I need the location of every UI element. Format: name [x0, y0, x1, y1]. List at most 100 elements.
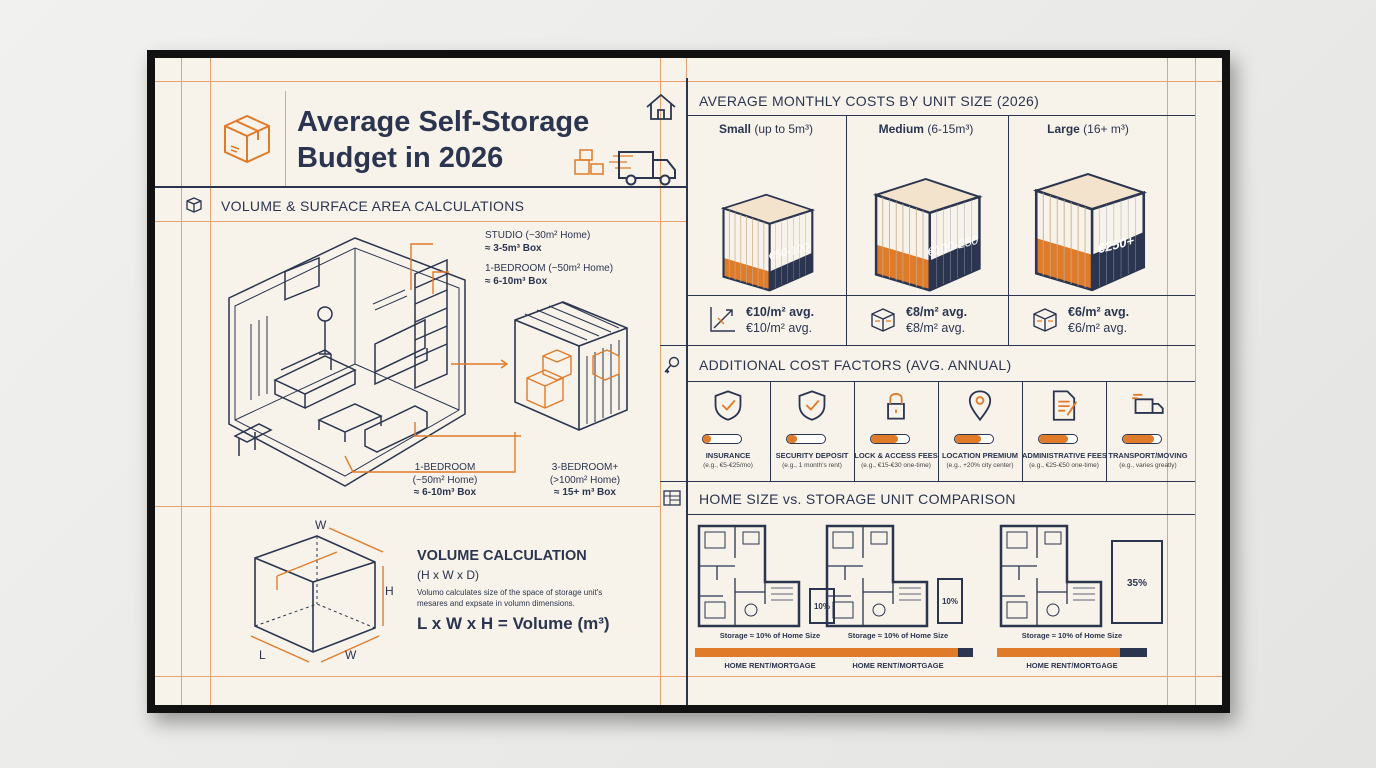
- picture-frame: Average Self-Storage Budget in 2026 VOLU…: [147, 50, 1230, 713]
- guide-line: [181, 58, 182, 705]
- key-icon: [664, 356, 680, 374]
- storage-ratio-caption: Storage ≈ 10% of Home Size: [847, 631, 949, 640]
- comparison-heading: HOME SIZE vs. STORAGE UNIT COMPARISON: [699, 491, 1016, 507]
- page-title-line1: Average Self-Storage: [297, 106, 590, 138]
- unit-size-range: (16+ m³): [1083, 122, 1129, 136]
- unit-size-range: (6-15m³): [927, 122, 974, 136]
- one-bedroom-top-box: ≈ 6-10m³ Box: [485, 276, 548, 287]
- one-bedroom-bottom-box: ≈ 6-10m³ Box: [413, 487, 477, 498]
- three-bedroom-home: (>100m² Home): [549, 475, 621, 486]
- one-bedroom-bottom-title: 1-BEDROOM: [414, 462, 476, 473]
- price-trend-icon: [710, 307, 735, 332]
- shield-check-icon: [798, 390, 826, 421]
- ratio-bar-label: HOME RENT/MORTGAGE: [852, 661, 944, 670]
- factor-level-fill: [1039, 435, 1068, 443]
- ratio-bar-label: HOME RENT/MORTGAGE: [724, 661, 816, 670]
- location-pin-icon: [968, 390, 992, 422]
- isometric-room-illustration: [228, 237, 628, 487]
- home-cost-ratio-fill: [997, 648, 1120, 657]
- factor-divider: [854, 381, 855, 481]
- storage-ratio-caption: Storage ≈ 10% of Home Size: [719, 631, 821, 640]
- moving-truck-icon: [1132, 393, 1164, 414]
- unit-size-name: Medium: [878, 122, 924, 136]
- home-floorplan: [825, 524, 929, 628]
- unit-size-title: Medium (6-15m³): [846, 122, 1006, 136]
- factor-level-fill: [703, 435, 712, 443]
- avg-price-per-m2: €6/m² avg.: [1068, 305, 1130, 319]
- storage-unit-cube: [1032, 172, 1148, 292]
- volume-calc-desc-line1: Volumo calculates size of the space of s…: [417, 588, 603, 597]
- shield-icon: [714, 390, 742, 421]
- factor-note: (e.g., €5-€25/mo): [703, 462, 753, 469]
- width-label-top: W: [315, 518, 327, 532]
- box-dimensions-diagram: [250, 527, 384, 663]
- ratio-bar-label: HOME RENT/MORTGAGE: [1026, 661, 1118, 670]
- section-divider: [686, 514, 1195, 515]
- studio-callout-title: STUDIO (~30m² Home): [485, 230, 591, 241]
- section-divider: [686, 115, 1195, 116]
- avg-price-per-m2: €8/m² avg.: [906, 305, 968, 319]
- factor-label: INSURANCE: [705, 451, 751, 460]
- section-divider: [1008, 115, 1009, 345]
- volume-section-heading: VOLUME & SURFACE AREA CALCULATIONS: [221, 198, 525, 214]
- factor-label: ADMINISTRATIVE FEES: [1022, 451, 1107, 460]
- factor-label: TRANSPORT/MOVING: [1108, 451, 1188, 460]
- width-label-bottom: W: [345, 648, 357, 662]
- house-icon: [646, 93, 676, 120]
- cube-icon: [186, 197, 202, 213]
- factor-label: LOCATION PREMIUM: [941, 451, 1019, 460]
- factor-note: (e.g., €25-€50 one-time): [1029, 462, 1099, 469]
- one-bedroom-bottom-home: (~50m² Home): [412, 475, 478, 486]
- three-bedroom-box: ≈ 15+ m³ Box: [554, 487, 616, 498]
- guide-line: [1195, 58, 1196, 705]
- section-divider: [660, 481, 1195, 483]
- section-divider: [686, 295, 1195, 296]
- storage-unit-percent: 10%: [813, 602, 830, 611]
- volume-calc-desc-line2: mesares and expsate in volumn dimensions…: [417, 599, 575, 608]
- factor-divider: [938, 381, 939, 481]
- one-bedroom-top-title: 1-BEDROOM (~50m² Home): [485, 263, 614, 274]
- guide-line: [155, 506, 660, 507]
- storage-unit-cube: [720, 194, 816, 292]
- section-divider: [686, 381, 1195, 382]
- price-trend-icon: [1033, 308, 1057, 332]
- floorplan-grid-icon: [663, 490, 681, 506]
- page-title-line2: Budget in 2026: [297, 142, 504, 174]
- volume-formula: L x W x H = Volume (m³): [417, 614, 610, 633]
- unit-size-name: Small: [718, 122, 751, 136]
- factor-level-fill: [787, 435, 797, 443]
- factor-level-fill: [871, 435, 899, 443]
- delivery-truck-icon: [574, 149, 676, 186]
- factor-label: SECURITY DEPOSIT: [775, 451, 849, 460]
- factor-level-fill: [1123, 435, 1155, 443]
- infographic-poster: Average Self-Storage Budget in 2026 VOLU…: [155, 58, 1222, 705]
- monthly-costs-heading: AVERAGE MONTHLY COSTS BY UNIT SIZE (2026…: [699, 93, 1040, 109]
- factor-level-fill: [955, 435, 981, 443]
- cardboard-box-icon: [224, 114, 270, 164]
- factor-note: (e.g., varies greatly): [1119, 462, 1177, 469]
- lock-icon: [887, 393, 905, 420]
- guide-line: [155, 81, 1222, 82]
- factor-level-bar: [1038, 434, 1078, 444]
- volume-calc-subheading: (H x W x D): [417, 568, 479, 582]
- document-icon: [1052, 390, 1078, 421]
- unit-size-title: Large (16+ m³): [1008, 122, 1168, 136]
- section-divider: [846, 115, 847, 345]
- factor-level-bar: [954, 434, 994, 444]
- price-trend-icon: [871, 308, 895, 332]
- factor-label: LOCK & ACCESS FEES: [854, 451, 938, 460]
- factor-divider: [1106, 381, 1107, 481]
- studio-callout-box: ≈ 3-5m³ Box: [485, 243, 542, 254]
- factor-divider: [1022, 381, 1023, 481]
- unit-size-name: Large: [1047, 122, 1080, 136]
- home-floorplan: [999, 524, 1103, 628]
- guide-line: [210, 58, 211, 705]
- home-cost-ratio-fill: [823, 648, 958, 657]
- three-bedroom-title: 3-BEDROOM+: [551, 462, 619, 473]
- header-divider: [285, 91, 286, 186]
- storage-unit-percent: 35%: [1126, 578, 1147, 589]
- guide-line: [155, 221, 686, 222]
- home-cost-ratio-bar: [997, 648, 1147, 657]
- factor-note: (e.g., €15-€30 one-time): [861, 462, 931, 469]
- factor-level-bar: [1122, 434, 1162, 444]
